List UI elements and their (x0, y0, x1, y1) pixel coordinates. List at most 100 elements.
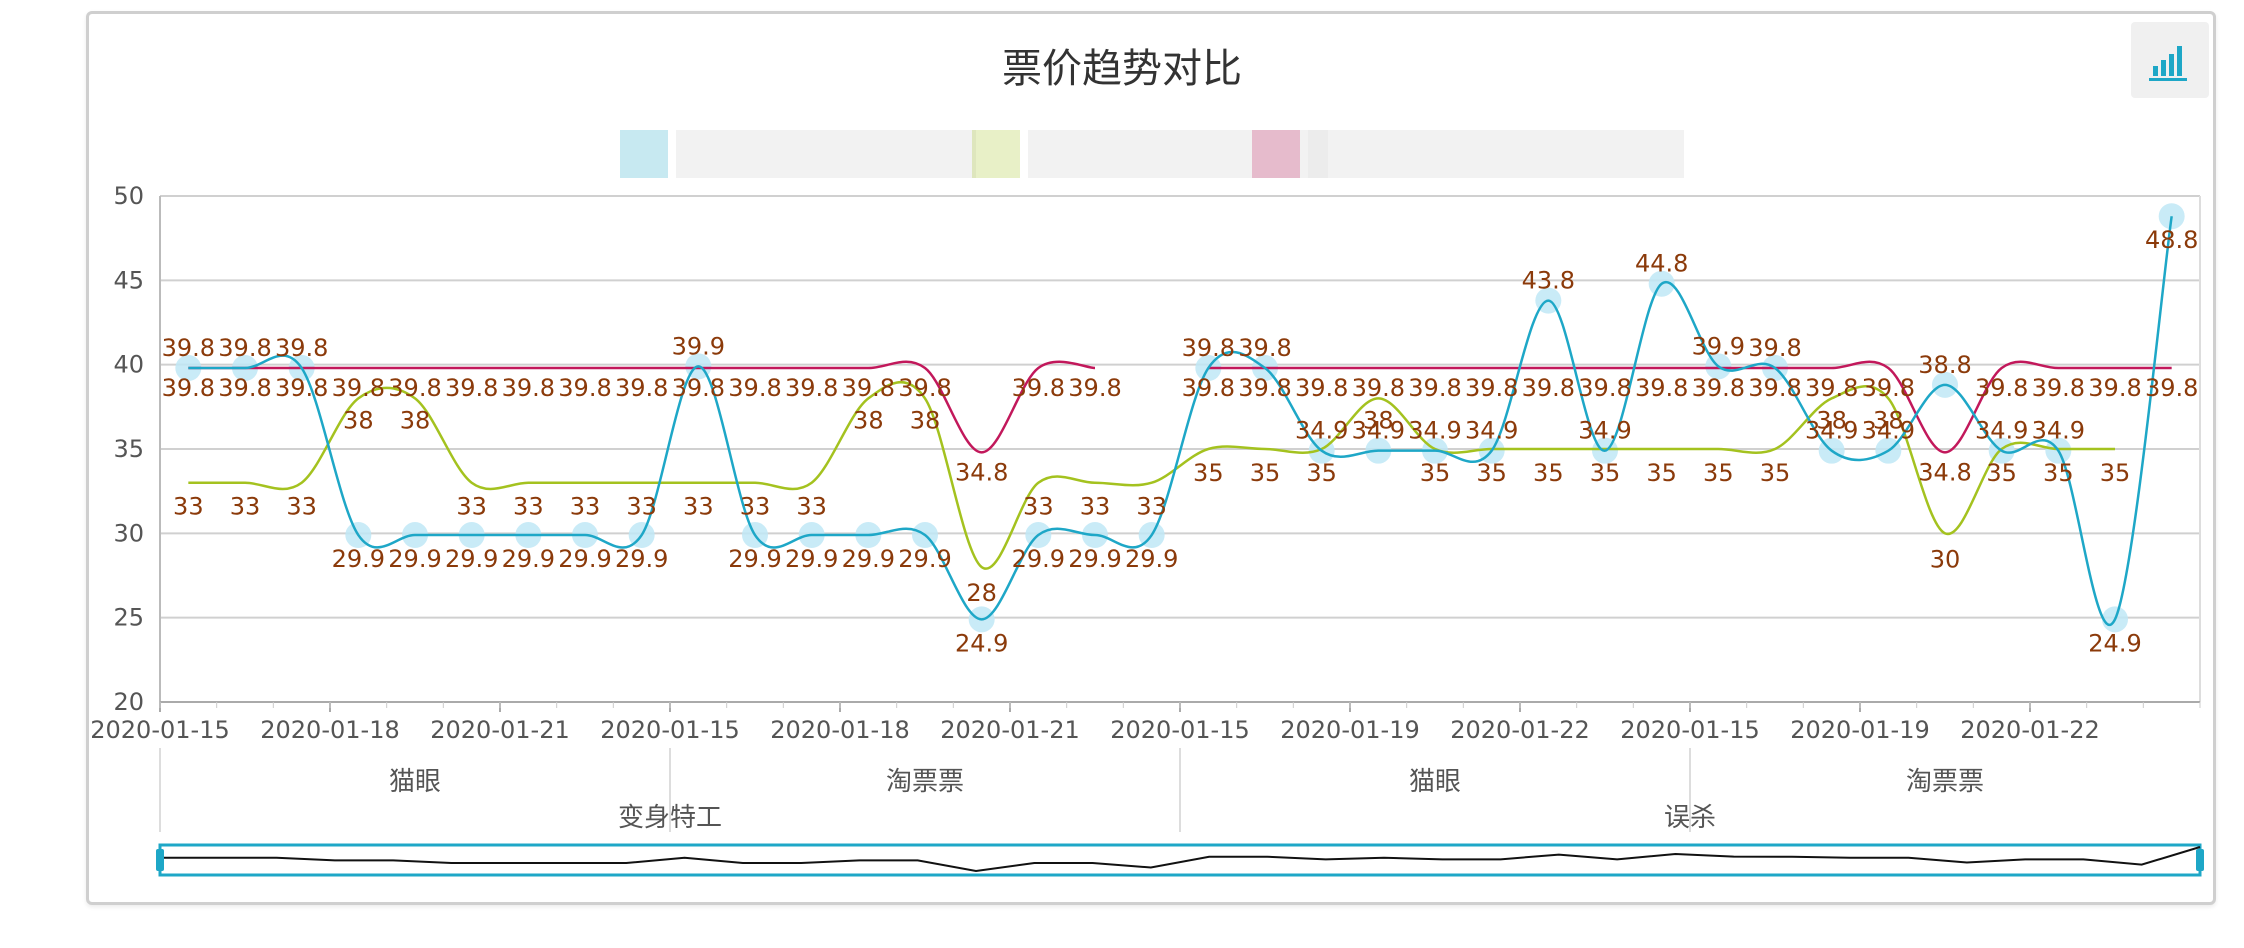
y-tick-label: 25 (113, 604, 144, 632)
data-label: 39.8 (1465, 374, 1518, 402)
data-label: 33 (230, 493, 261, 521)
data-label: 39.8 (1748, 374, 1801, 402)
x-tick-label: 2020-01-19 (1280, 716, 1419, 744)
data-label: 33 (456, 493, 487, 521)
x-tick-label: 2020-01-15 (90, 716, 229, 744)
legend-item-green[interactable] (972, 128, 1342, 180)
data-label: 38 (343, 406, 374, 434)
data-label: 39.8 (388, 374, 441, 402)
data-label: 39.8 (275, 374, 328, 402)
legend-label-obscured (1308, 130, 1684, 178)
legend-label-obscured (1028, 130, 1328, 178)
data-label: 39.8 (1182, 374, 1235, 402)
data-label: 39.8 (2145, 374, 2198, 402)
data-label: 34.9 (1295, 417, 1348, 445)
legend-swatch (972, 130, 1020, 178)
zoom-slider-preview-line (160, 846, 2201, 873)
series-line-green (188, 380, 2115, 570)
data-label: 33 (286, 493, 317, 521)
data-label: 29.9 (1068, 545, 1121, 573)
data-label: 38 (853, 406, 884, 434)
data-label: 34.9 (1465, 417, 1518, 445)
data-label: 39.8 (332, 374, 385, 402)
data-label: 39.8 (445, 374, 498, 402)
data-label: 35 (1590, 459, 1621, 487)
data-label: 39.8 (275, 334, 328, 362)
data-label: 39.8 (1068, 374, 1121, 402)
data-label: 38 (1816, 406, 1847, 434)
x-tick-label: 2020-01-18 (260, 716, 399, 744)
data-label: 39.8 (728, 374, 781, 402)
zoom-handle-left[interactable] (156, 849, 164, 871)
series-line-blue (188, 216, 2173, 626)
series-line-red (188, 360, 2172, 454)
zoom-slider-track (158, 843, 2202, 877)
data-label: 39.8 (672, 374, 725, 402)
bar-chart-icon (2149, 46, 2187, 81)
x-tick-label: 2020-01-21 (430, 716, 569, 744)
data-label: 38 (400, 406, 431, 434)
data-label: 35 (1476, 459, 1507, 487)
data-label: 39.8 (1352, 374, 1405, 402)
data-label: 29.9 (1125, 545, 1178, 573)
data-label: 35 (1986, 459, 2017, 487)
x-tick-label: 2020-01-21 (940, 716, 1079, 744)
data-label: 38 (1363, 406, 1394, 434)
data-label: 29.9 (842, 545, 895, 573)
y-tick-label: 40 (113, 351, 144, 379)
data-label: 33 (796, 493, 827, 521)
data-label: 33 (740, 493, 771, 521)
data-label: 33 (1136, 493, 1167, 521)
data-label: 29.9 (615, 545, 668, 573)
x-tick-label: 2020-01-18 (770, 716, 909, 744)
data-label: 38.8 (1918, 351, 1971, 379)
data-label: 33 (513, 493, 544, 521)
data-label: 34.9 (1408, 417, 1461, 445)
data-label: 24.9 (2088, 629, 2141, 657)
platform-label: 猫眼 (389, 767, 441, 797)
data-label: 24.9 (955, 629, 1008, 657)
data-label: 29.9 (898, 545, 951, 573)
chart-type-toggle-button[interactable] (2131, 22, 2209, 98)
data-label: 39.8 (1182, 334, 1235, 362)
data-label: 29.9 (1012, 545, 1065, 573)
x-tick-label: 2020-01-22 (1960, 716, 2099, 744)
data-label: 34.9 (1975, 417, 2028, 445)
data-label: 39.8 (162, 334, 215, 362)
data-label: 39.8 (898, 374, 951, 402)
data-label: 35 (1250, 459, 1281, 487)
legend-item-blue[interactable] (620, 128, 990, 180)
data-label: 39.8 (218, 334, 271, 362)
data-label: 35 (1533, 459, 1564, 487)
legend-item-red[interactable] (1252, 128, 1690, 180)
data-label: 39.8 (1522, 374, 1575, 402)
data-label: 39.8 (1238, 334, 1291, 362)
data-label: 39.8 (842, 374, 895, 402)
movie-label: 变身特工 (618, 803, 722, 833)
data-label: 33 (1080, 493, 1111, 521)
data-label: 39.8 (1975, 374, 2028, 402)
data-label: 34.9 (1805, 417, 1858, 445)
data-label: 39.8 (1238, 374, 1291, 402)
zoom-handle-right[interactable] (2196, 849, 2204, 871)
data-label: 33 (683, 493, 714, 521)
data-label: 33 (570, 493, 601, 521)
data-label: 29.9 (502, 545, 555, 573)
chart-title: 票价趋势对比 (1002, 46, 1242, 92)
data-label: 34.9 (1862, 417, 1915, 445)
data-label: 39.8 (162, 374, 215, 402)
data-label: 35 (1420, 459, 1451, 487)
platform-label: 猫眼 (1409, 767, 1461, 797)
data-label: 29.9 (728, 545, 781, 573)
x-tick-label: 2020-01-15 (1110, 716, 1249, 744)
data-label: 39.8 (502, 374, 555, 402)
data-label: 39.8 (1805, 374, 1858, 402)
x-tick-label: 2020-01-15 (1620, 716, 1759, 744)
data-label: 34.8 (955, 458, 1008, 486)
data-label: 39.8 (218, 374, 271, 402)
data-label: 39.8 (1635, 374, 1688, 402)
data-label: 35 (2100, 459, 2131, 487)
data-label: 34.8 (1918, 458, 1971, 486)
data-label: 35 (1306, 459, 1337, 487)
